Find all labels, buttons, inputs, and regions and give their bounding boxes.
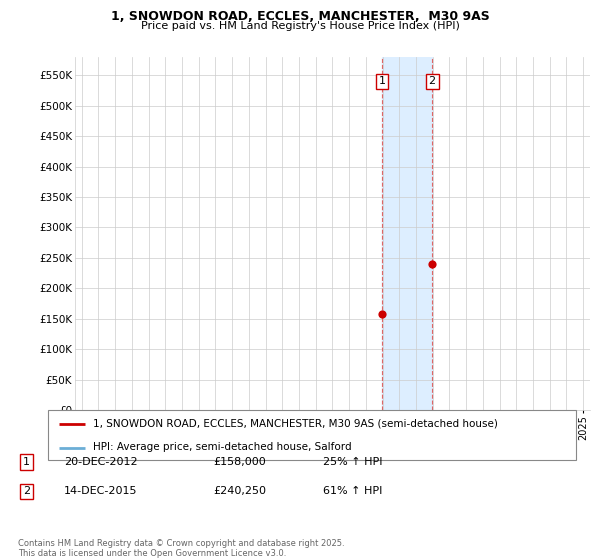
Text: 1, SNOWDON ROAD, ECCLES, MANCHESTER,  M30 9AS: 1, SNOWDON ROAD, ECCLES, MANCHESTER, M30… — [110, 10, 490, 23]
Point — [377, 309, 387, 318]
Text: 2: 2 — [23, 487, 30, 496]
Text: £240,250: £240,250 — [214, 487, 266, 496]
Bar — [382, 57, 432, 410]
Text: 1, SNOWDON ROAD, ECCLES, MANCHESTER, M30 9AS (semi-detached house): 1, SNOWDON ROAD, ECCLES, MANCHESTER, M30… — [93, 419, 498, 429]
Text: 2: 2 — [428, 77, 436, 86]
Text: 1: 1 — [379, 77, 386, 86]
Text: 20-DEC-2012: 20-DEC-2012 — [64, 457, 137, 467]
Text: £158,000: £158,000 — [214, 457, 266, 467]
FancyBboxPatch shape — [48, 410, 576, 460]
Text: Contains HM Land Registry data © Crown copyright and database right 2025.
This d: Contains HM Land Registry data © Crown c… — [18, 539, 344, 558]
Text: Price paid vs. HM Land Registry's House Price Index (HPI): Price paid vs. HM Land Registry's House … — [140, 21, 460, 31]
Text: 1: 1 — [23, 457, 30, 467]
Text: 14-DEC-2015: 14-DEC-2015 — [64, 487, 137, 496]
Text: HPI: Average price, semi-detached house, Salford: HPI: Average price, semi-detached house,… — [93, 442, 352, 452]
Point — [427, 259, 437, 268]
Text: 25% ↑ HPI: 25% ↑ HPI — [323, 457, 383, 467]
Text: 61% ↑ HPI: 61% ↑ HPI — [323, 487, 382, 496]
